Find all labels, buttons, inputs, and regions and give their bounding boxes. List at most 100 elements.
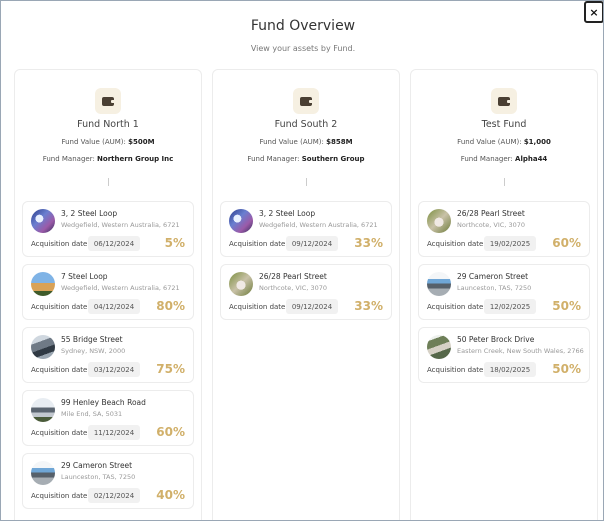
property-thumbnail [427,272,451,296]
acquisition-date: 09/12/2024 [286,299,338,314]
asset-card[interactable]: 3, 2 Steel Loop Wedgefield, Western Aust… [22,201,194,257]
fund-value-amount: $1,000 [523,138,551,146]
fund-name: Fund South 2 [274,119,338,130]
property-thumbnail [229,209,253,233]
acquisition-date: 04/12/2024 [88,299,140,314]
fund-value: Fund Value (AUM): $1,000 [411,138,597,146]
fund-manager-name: Northern Group Inc [97,155,174,163]
acquisition-date: 03/12/2024 [88,362,140,377]
ownership-percent: 50% [552,299,581,313]
asset-address: 7 Steel Loop [61,272,108,281]
asset-location: Launceston, TAS, 7250 [61,473,136,481]
ownership-percent: 60% [156,425,185,439]
asset-card[interactable]: 3, 2 Steel Loop Wedgefield, Western Aust… [220,201,392,257]
acquisition-date: 18/02/2025 [484,362,536,377]
fund-manager: Fund Manager: Alpha44 [411,155,597,163]
ownership-percent: 50% [552,362,581,376]
fund-column-north-1: Fund North 1 Fund Value (AUM): $500M Fun… [14,69,202,520]
divider [504,178,505,186]
fund-manager: Fund Manager: Northern Group Inc [15,155,201,163]
fund-value-label: Fund Value (AUM): [259,138,324,146]
acquisition-date: 19/02/2025 [484,236,536,251]
asset-location: Wedgefield, Western Australia, 6721 [259,221,378,229]
acquisition-label: Acquisition date [229,240,286,248]
acquisition-date: 06/12/2024 [88,236,140,251]
asset-address: 3, 2 Steel Loop [259,209,316,218]
acquisition-label: Acquisition date [31,366,88,374]
fund-value-amount: $858M [326,138,353,146]
asset-card[interactable]: 26/28 Pearl Street Northcote, VIC, 3070 … [220,264,392,320]
acquisition-label: Acquisition date [31,303,88,311]
fund-manager-name: Southern Group [301,155,365,163]
asset-location: Wedgefield, Western Australia, 6721 [61,221,180,229]
acquisition-label: Acquisition date [229,303,286,311]
ownership-percent: 33% [354,299,383,313]
fund-manager-label: Fund Manager: [247,155,300,163]
acquisition-date: 02/12/2024 [88,488,140,503]
wallet-icon [293,88,319,114]
asset-card[interactable]: 29 Cameron Street Launceston, TAS, 7250 … [22,453,194,509]
asset-address: 50 Peter Brock Drive [457,335,535,344]
acquisition-label: Acquisition date [31,429,88,437]
fund-name: Test Fund [481,119,527,130]
acquisition-label: Acquisition date [31,240,88,248]
page-title: Fund Overview [250,18,356,34]
divider [306,178,307,186]
acquisition-label: Acquisition date [427,240,484,248]
asset-card[interactable]: 26/28 Pearl Street Northcote, VIC, 3070 … [418,201,590,257]
asset-address: 55 Bridge Street [61,335,123,344]
property-thumbnail [427,335,451,359]
property-thumbnail [31,209,55,233]
acquisition-label: Acquisition date [31,492,88,500]
fund-manager-label: Fund Manager: [42,155,95,163]
fund-value-amount: $500M [128,138,155,146]
ownership-percent: 5% [164,236,185,250]
asset-address: 29 Cameron Street [457,272,529,281]
fund-value-label: Fund Value (AUM): [457,138,522,146]
acquisition-date: 12/02/2025 [484,299,536,314]
fund-column-test-fund: Test Fund Fund Value (AUM): $1,000 Fund … [410,69,598,520]
asset-location: Wedgefield, Western Australia, 6721 [61,284,180,292]
acquisition-label: Acquisition date [427,366,484,374]
fund-column-south-2: Fund South 2 Fund Value (AUM): $858M Fun… [212,69,400,520]
property-thumbnail [31,461,55,485]
ownership-percent: 75% [156,362,185,376]
asset-card[interactable]: 29 Cameron Street Launceston, TAS, 7250 … [418,264,590,320]
fund-manager-name: Alpha44 [515,155,548,163]
acquisition-date: 11/12/2024 [88,425,140,440]
property-thumbnail [31,335,55,359]
ownership-percent: 40% [156,488,185,502]
fund-manager-label: Fund Manager: [460,155,513,163]
fund-value-label: Fund Value (AUM): [61,138,126,146]
asset-address: 26/28 Pearl Street [259,272,327,281]
asset-card[interactable]: 99 Henley Beach Road Mile End, SA, 5031 … [22,390,194,446]
fund-name: Fund North 1 [77,119,139,130]
asset-card[interactable]: 55 Bridge Street Sydney, NSW, 2000 Acqui… [22,327,194,383]
ownership-percent: 60% [552,236,581,250]
asset-address: 29 Cameron Street [61,461,133,470]
asset-address: 99 Henley Beach Road [61,398,146,407]
asset-location: Northcote, VIC, 3070 [259,284,327,292]
asset-address: 26/28 Pearl Street [457,209,525,218]
fund-value: Fund Value (AUM): $500M [15,138,201,146]
wallet-icon [95,88,121,114]
asset-location: Mile End, SA, 5031 [61,410,123,418]
asset-card[interactable]: 7 Steel Loop Wedgefield, Western Austral… [22,264,194,320]
ownership-percent: 33% [354,236,383,250]
asset-location: Northcote, VIC, 3070 [457,221,525,229]
property-thumbnail [229,272,253,296]
asset-card[interactable]: 50 Peter Brock Drive Eastern Creek, New … [418,327,590,383]
property-thumbnail [31,272,55,296]
close-button[interactable]: × [584,1,603,23]
acquisition-date: 09/12/2024 [286,236,338,251]
asset-address: 3, 2 Steel Loop [61,209,118,218]
ownership-percent: 80% [156,299,185,313]
wallet-icon [491,88,517,114]
fund-manager: Fund Manager: Southern Group [213,155,399,163]
property-thumbnail [31,398,55,422]
fund-value: Fund Value (AUM): $858M [213,138,399,146]
acquisition-label: Acquisition date [427,303,484,311]
page-subtitle: View your assets by Fund. [250,44,356,53]
asset-location: Eastern Creek, New South Wales, 2766 [457,347,584,355]
